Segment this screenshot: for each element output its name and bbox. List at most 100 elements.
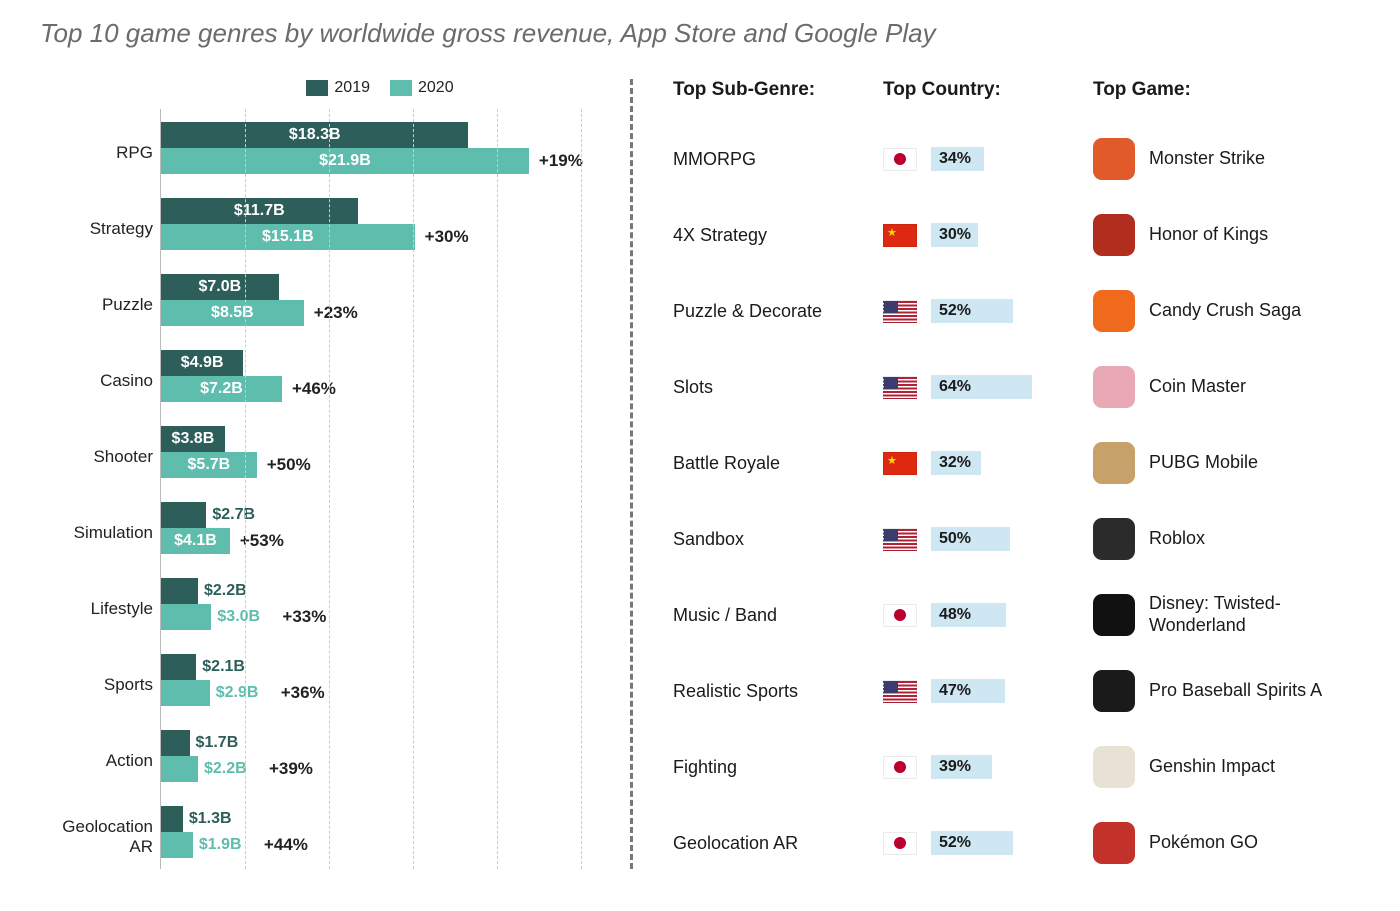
country-pct-value: 64% — [939, 378, 971, 396]
details-row: Slots64%Coin Master — [673, 349, 1360, 425]
bar-value-2020: $4.1B — [174, 532, 217, 550]
country-cell: 39% — [883, 755, 1093, 779]
gridline — [581, 109, 582, 869]
bar-2020: $2.9B+36% — [161, 680, 210, 706]
game-name: Monster Strike — [1149, 148, 1265, 170]
gridline — [329, 109, 330, 869]
game-cell: Candy Crush Saga — [1093, 290, 1360, 332]
growth-pct: +50% — [267, 455, 311, 475]
gridline — [413, 109, 414, 869]
game-icon — [1093, 290, 1135, 332]
country-pct-bar: 52% — [931, 831, 1041, 855]
game-cell: Pokémon GO — [1093, 822, 1360, 864]
chart-row: Simulation$2.7B$4.1B+53% — [161, 495, 600, 571]
growth-pct: +44% — [264, 835, 308, 855]
game-icon — [1093, 670, 1135, 712]
flag-icon — [883, 832, 917, 855]
country-pct-bar: 32% — [931, 451, 1041, 475]
country-pct-bar: 30% — [931, 223, 1041, 247]
category-label: Casino — [41, 371, 161, 391]
details-row: Puzzle & Decorate52%Candy Crush Saga — [673, 273, 1360, 349]
game-name: Pro Baseball Spirits A — [1149, 680, 1322, 702]
flag-icon — [883, 452, 917, 475]
game-icon — [1093, 594, 1135, 636]
game-icon — [1093, 214, 1135, 256]
subgenre-label: Geolocation AR — [673, 833, 883, 854]
game-name: Roblox — [1149, 528, 1205, 550]
flag-icon — [883, 224, 917, 247]
country-pct-bar: 47% — [931, 679, 1041, 703]
category-label: Strategy — [41, 219, 161, 239]
country-cell: 32% — [883, 451, 1093, 475]
country-pct-value: 32% — [939, 454, 971, 472]
legend-label-2020: 2020 — [418, 79, 454, 97]
game-cell: Monster Strike — [1093, 138, 1360, 180]
bar-2019: $7.0B — [161, 274, 279, 300]
details-row: Realistic Sports47%Pro Baseball Spirits … — [673, 653, 1360, 729]
flag-icon — [883, 680, 917, 703]
bar-2020: $2.2B+39% — [161, 756, 198, 782]
chart-row: Shooter$3.8B$5.7B+50% — [161, 419, 600, 495]
bar-value-2019: $4.9B — [181, 354, 224, 372]
growth-pct: +33% — [282, 607, 326, 627]
chart-row: Lifestyle$2.2B$3.0B+33% — [161, 571, 600, 647]
bar-2019: $4.9B — [161, 350, 243, 376]
subgenre-label: Sandbox — [673, 529, 883, 550]
chart-row: RPG$18.3B$21.9B+19% — [161, 115, 600, 191]
game-icon — [1093, 442, 1135, 484]
details-row: Geolocation AR 52% Pokémon GO — [673, 805, 1360, 881]
country-cell: 64% — [883, 375, 1093, 399]
category-label: Puzzle — [41, 295, 161, 315]
bar-value-2019: $2.7B — [212, 506, 255, 524]
country-pct-bar: 39% — [931, 755, 1041, 779]
country-pct-bar: 50% — [931, 527, 1041, 551]
bar-value-2019: $2.1B — [202, 658, 245, 676]
details-row: Music / Band48%Disney: Twisted-Wonderlan… — [673, 577, 1360, 653]
game-icon — [1093, 138, 1135, 180]
game-cell: Coin Master — [1093, 366, 1360, 408]
subgenre-label: Fighting — [673, 757, 883, 778]
country-cell: 48% — [883, 603, 1093, 627]
country-pct-value: 47% — [939, 682, 971, 700]
content-area: 2019 2020 RPG$18.3B$21.9B+19%Strategy$11… — [40, 79, 1360, 881]
subgenre-label: MMORPG — [673, 149, 883, 170]
bar-chart-panel: 2019 2020 RPG$18.3B$21.9B+19%Strategy$11… — [40, 79, 600, 881]
bar-2019: $2.7B — [161, 502, 206, 528]
bar-value-2019: $1.3B — [189, 810, 232, 828]
details-row: 4X Strategy30%Honor of Kings — [673, 197, 1360, 273]
bar-2019: $2.1B — [161, 654, 196, 680]
bar-value-2020: $2.2B — [204, 760, 247, 778]
chart-row: Puzzle$7.0B$8.5B+23% — [161, 267, 600, 343]
category-label: RPG — [41, 143, 161, 163]
country-pct-value: 50% — [939, 530, 971, 548]
category-label: Action — [41, 751, 161, 771]
bar-value-2019: $2.2B — [204, 582, 247, 600]
bar-2020: $8.5B+23% — [161, 300, 304, 326]
bar-2019: $18.3B — [161, 122, 468, 148]
bar-value-2020: $15.1B — [262, 228, 314, 246]
details-rows: MMORPG34%Monster Strike4X Strategy30%Hon… — [673, 121, 1360, 881]
bar-2019: $3.8B — [161, 426, 225, 452]
chart-row: Action$1.7B$2.2B+39% — [161, 723, 600, 799]
country-cell: 30% — [883, 223, 1093, 247]
subgenre-label: Music / Band — [673, 605, 883, 626]
flag-icon — [883, 756, 917, 779]
growth-pct: +53% — [240, 531, 284, 551]
bar-2020: $3.0B+33% — [161, 604, 211, 630]
bar-value-2020: $8.5B — [211, 304, 254, 322]
game-icon — [1093, 822, 1135, 864]
details-row: Battle Royale32%PUBG Mobile — [673, 425, 1360, 501]
details-row: Sandbox 50% Roblox — [673, 501, 1360, 577]
growth-pct: +39% — [269, 759, 313, 779]
bar-2019: $2.2B — [161, 578, 198, 604]
flag-icon — [883, 604, 917, 627]
flag-icon — [883, 148, 917, 171]
chart-legend: 2019 2020 — [160, 79, 600, 97]
growth-pct: +36% — [281, 683, 325, 703]
flag-icon — [883, 300, 917, 323]
category-label: Shooter — [41, 447, 161, 467]
country-pct-bar: 48% — [931, 603, 1041, 627]
game-cell: Honor of Kings — [1093, 214, 1360, 256]
game-icon — [1093, 366, 1135, 408]
bar-value-2020: $21.9B — [319, 152, 371, 170]
